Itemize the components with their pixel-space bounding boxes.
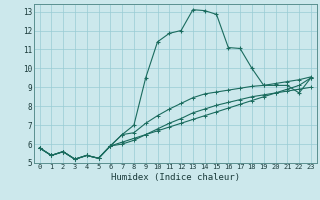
X-axis label: Humidex (Indice chaleur): Humidex (Indice chaleur) [111, 173, 240, 182]
